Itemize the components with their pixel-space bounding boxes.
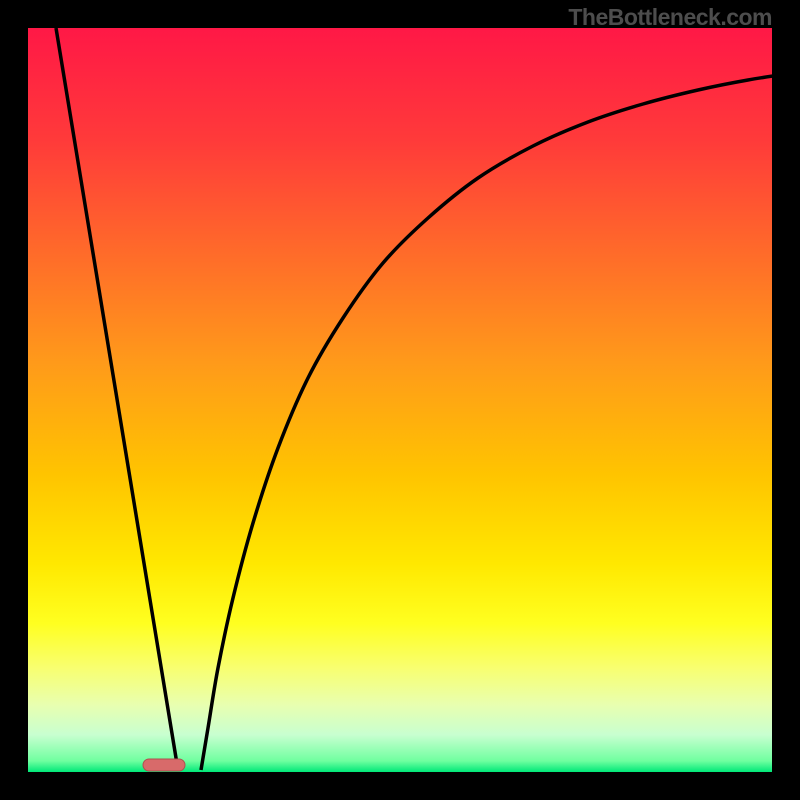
- left-descending-line: [56, 28, 178, 770]
- plot-area: [28, 28, 772, 772]
- bottleneck-chart: TheBottleneck.com: [0, 0, 800, 800]
- right-asymptotic-curve: [201, 72, 772, 770]
- watermark-text: TheBottleneck.com: [568, 4, 772, 31]
- optimal-range-marker: [142, 758, 186, 772]
- bottleneck-curves: [28, 28, 772, 772]
